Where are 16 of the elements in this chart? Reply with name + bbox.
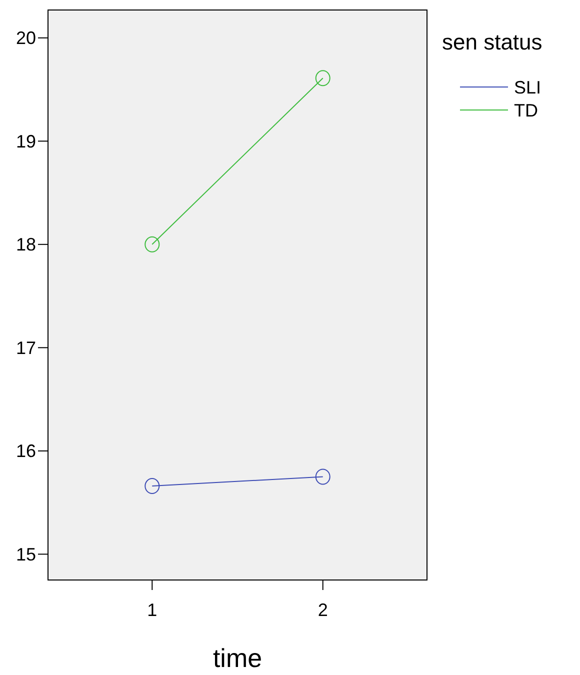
point	[315, 468, 330, 485]
y-tick-label: 16	[16, 441, 36, 462]
point	[315, 70, 330, 86]
legend-label: SLI	[514, 77, 542, 98]
point	[144, 236, 160, 252]
y-tick-label: 15	[16, 544, 36, 564]
x-tick-label: 1	[147, 600, 158, 620]
legend-title: sen status	[442, 30, 542, 55]
y-tick-label: 19	[16, 131, 36, 152]
point	[144, 478, 160, 494]
y-tick-label: 20	[16, 28, 36, 48]
x-tick-label: 2	[318, 600, 328, 620]
x-axis-title: time	[212, 643, 262, 673]
legend-label: TD	[514, 100, 538, 120]
y-tick-label: 18	[16, 234, 36, 255]
y-tick-label: 17	[16, 338, 36, 358]
